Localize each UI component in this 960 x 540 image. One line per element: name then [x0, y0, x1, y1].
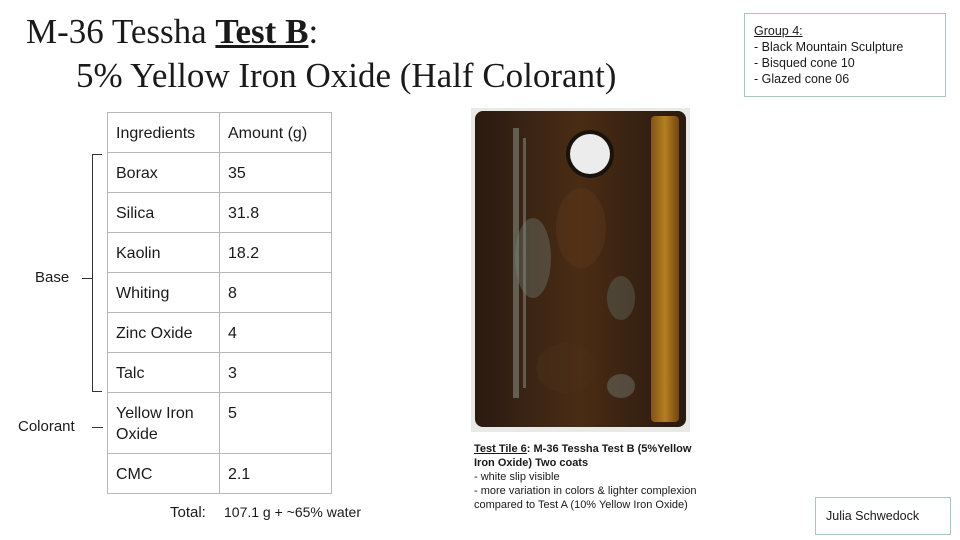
ingredient-cell: Zinc Oxide [107, 312, 220, 353]
table-row: Zinc Oxide 4 [107, 312, 332, 353]
base-bracket [92, 154, 102, 392]
ingredient-cell: Kaolin [107, 232, 220, 273]
amount-cell: 18.2 [219, 232, 332, 273]
header-ingredients: Ingredients [107, 112, 220, 153]
amount-cell: 3 [219, 352, 332, 393]
amount-cell: 2.1 [219, 453, 332, 494]
caption-title: Test Tile 6: M-36 Tessha Test B (5%Yello… [474, 442, 714, 470]
group-heading: Group 4: [754, 24, 803, 38]
test-tile-image [471, 108, 690, 432]
table-row: Silica 31.8 [107, 192, 332, 233]
caption-line: - white slip visible [474, 471, 560, 483]
test-tile-photo [471, 108, 690, 432]
base-label: Base [35, 269, 70, 286]
ingredient-cell: Silica [107, 192, 220, 233]
group-line: - Bisqued cone 10 [754, 56, 855, 70]
title-prefix: M-36 Tessha [26, 12, 216, 51]
caption-line: - more variation in colors & lighter com… [474, 485, 697, 511]
tile-caption: Test Tile 6: M-36 Tessha Test B (5%Yello… [474, 442, 714, 512]
title-suffix: : [308, 12, 319, 51]
ingredient-cell: Whiting [107, 272, 220, 313]
ingredient-cell: Talc [107, 352, 220, 393]
author-box: Julia Schwedock [815, 497, 951, 535]
group-line: - Black Mountain Sculpture [754, 40, 904, 54]
total-label: Total: [170, 504, 206, 521]
group-info-box: Group 4: - Black Mountain Sculpture - Bi… [744, 13, 946, 97]
amount-cell: 4 [219, 312, 332, 353]
colorant-tick-line [92, 427, 103, 428]
ingredients-table: Ingredients Amount (g) Borax 35 Silica 3… [107, 112, 332, 494]
table-row: Yellow Iron Oxide 5 [107, 392, 332, 454]
table-row: Talc 3 [107, 352, 332, 393]
ingredient-cell: Yellow Iron Oxide [107, 392, 220, 454]
caption-tile-label: Test Tile 6 [474, 443, 527, 455]
amount-cell: 31.8 [219, 192, 332, 233]
table-row: CMC 2.1 [107, 453, 332, 494]
ingredient-cell: CMC [107, 453, 220, 494]
ingredient-cell: Borax [107, 152, 220, 193]
group-line: - Glazed cone 06 [754, 72, 850, 86]
slide-title: M-36 Tessha Test B: [26, 12, 318, 52]
title-emphasis: Test B [215, 12, 309, 51]
total-value: 107.1 g + ~65% water [224, 504, 361, 520]
header-amount: Amount (g) [219, 112, 332, 153]
amount-cell: 35 [219, 152, 332, 193]
table-header-row: Ingredients Amount (g) [107, 112, 332, 153]
table-row: Borax 35 [107, 152, 332, 193]
caption-title-rest: : M-36 Tessha Test B (5%Yellow Iron Oxid… [474, 443, 692, 469]
amount-cell: 8 [219, 272, 332, 313]
table-row: Whiting 8 [107, 272, 332, 313]
base-tick-line [82, 278, 93, 279]
table-row: Kaolin 18.2 [107, 232, 332, 273]
colorant-label: Colorant [18, 418, 75, 435]
amount-cell: 5 [219, 392, 332, 454]
slide-subtitle: 5% Yellow Iron Oxide (Half Colorant) [76, 56, 617, 95]
